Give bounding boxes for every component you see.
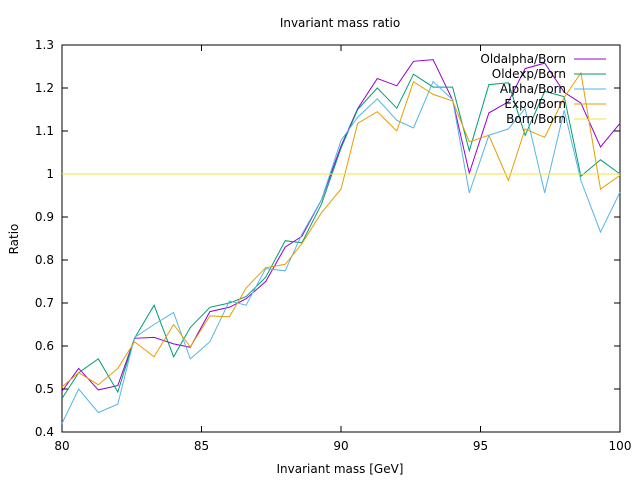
y-axis-label: Ratio <box>7 224 21 255</box>
series-line <box>61 80 621 424</box>
y-tick-label: 0.8 <box>35 253 54 267</box>
legend-label: Oldexp/Born <box>492 67 566 81</box>
plot-area: 0.4 0.5 0.6 0.7 0.8 0.9 1 1.1 1.2 1.3 80 85 90 95 100 O… <box>35 38 632 453</box>
y-tick-label: 0.4 <box>35 425 54 439</box>
x-axis-label: Invariant mass [GeV] <box>277 462 404 476</box>
legend-label: Born/Born <box>506 112 566 126</box>
legend-label: Oldalpha/Born <box>480 52 566 66</box>
x-tick-label: 100 <box>609 439 632 453</box>
y-tick-label: 1.1 <box>35 124 54 138</box>
y-tick-label: 0.9 <box>35 210 54 224</box>
series-line <box>61 59 621 392</box>
x-tick-label: 90 <box>333 439 348 453</box>
y-tick-label: 1 <box>46 167 54 181</box>
series-line <box>61 73 621 399</box>
legend-label: Alpha/Born <box>500 82 566 96</box>
series-line <box>61 71 621 388</box>
x-tick-label: 95 <box>473 439 488 453</box>
x-tick-label: 85 <box>194 439 209 453</box>
y-tick-label: 0.6 <box>35 339 54 353</box>
y-tick-label: 1.2 <box>35 81 54 95</box>
y-tick-label: 0.7 <box>35 296 54 310</box>
legend-label: Expo/Born <box>504 97 566 111</box>
y-tick-label: 1.3 <box>35 38 54 52</box>
x-tick-label: 80 <box>54 439 69 453</box>
chart-title: Invariant mass ratio <box>280 16 400 30</box>
y-tick-label: 0.5 <box>35 382 54 396</box>
